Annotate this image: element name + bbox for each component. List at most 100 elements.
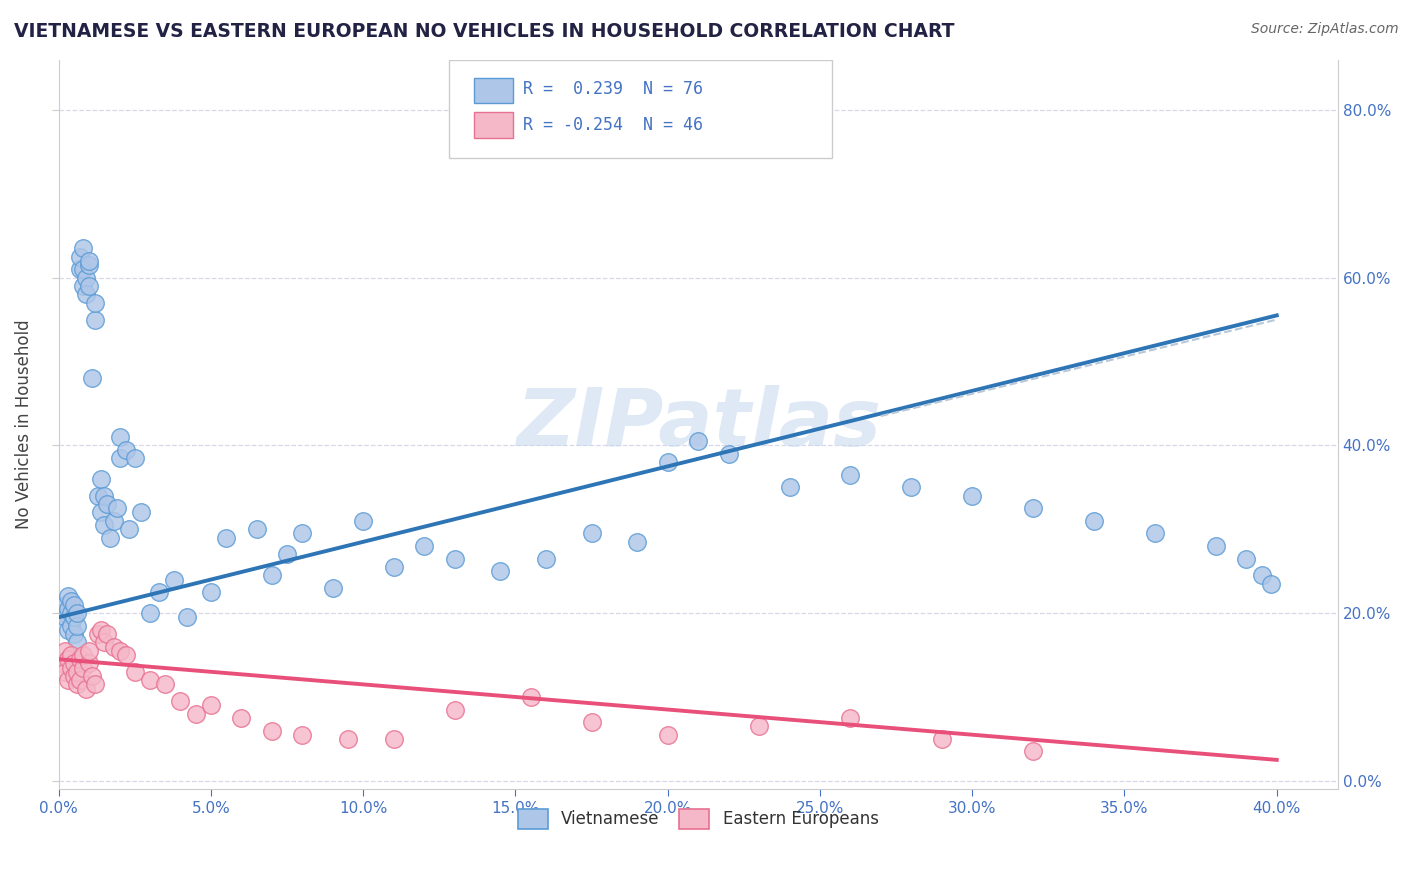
Point bbox=[100, 531, 122, 545]
Point bbox=[72, 262, 94, 277]
Point bbox=[960, 489, 983, 503]
Point bbox=[53, 644, 76, 658]
Point bbox=[322, 581, 344, 595]
Point bbox=[1143, 526, 1166, 541]
Point bbox=[84, 295, 107, 310]
Point bbox=[51, 606, 73, 620]
Point bbox=[59, 606, 82, 620]
Point bbox=[1083, 514, 1105, 528]
Y-axis label: No Vehicles in Household: No Vehicles in Household bbox=[15, 319, 32, 529]
Point bbox=[56, 673, 79, 688]
Point bbox=[169, 694, 191, 708]
Point bbox=[63, 598, 86, 612]
Point bbox=[53, 610, 76, 624]
Point bbox=[96, 627, 118, 641]
Point bbox=[63, 657, 86, 671]
Point bbox=[118, 522, 141, 536]
Point bbox=[657, 728, 679, 742]
Point bbox=[93, 635, 115, 649]
FancyBboxPatch shape bbox=[474, 78, 513, 103]
Point bbox=[931, 731, 953, 746]
Point bbox=[200, 585, 222, 599]
Point bbox=[519, 690, 541, 704]
Point bbox=[105, 501, 128, 516]
Point bbox=[56, 602, 79, 616]
Point bbox=[59, 593, 82, 607]
Point bbox=[155, 677, 177, 691]
Point bbox=[108, 644, 131, 658]
Point bbox=[77, 644, 100, 658]
Point bbox=[77, 253, 100, 268]
Point bbox=[148, 585, 170, 599]
Point bbox=[66, 635, 89, 649]
Point bbox=[291, 526, 314, 541]
Point bbox=[839, 711, 862, 725]
Point bbox=[59, 660, 82, 674]
Point bbox=[1250, 568, 1272, 582]
Point bbox=[90, 623, 112, 637]
Point bbox=[93, 518, 115, 533]
Point bbox=[626, 534, 648, 549]
Point bbox=[66, 665, 89, 679]
Point bbox=[93, 489, 115, 503]
Point bbox=[581, 526, 603, 541]
Point bbox=[90, 472, 112, 486]
Point bbox=[77, 279, 100, 293]
Point bbox=[72, 279, 94, 293]
Point bbox=[69, 652, 91, 666]
Point bbox=[63, 669, 86, 683]
Point bbox=[176, 610, 198, 624]
Point bbox=[96, 497, 118, 511]
Point bbox=[87, 489, 110, 503]
Point bbox=[77, 258, 100, 272]
Point bbox=[139, 606, 162, 620]
Point bbox=[1205, 539, 1227, 553]
Point bbox=[69, 673, 91, 688]
Point bbox=[66, 618, 89, 632]
Point bbox=[56, 623, 79, 637]
Point bbox=[84, 677, 107, 691]
Point bbox=[124, 665, 146, 679]
Point bbox=[382, 731, 405, 746]
Point bbox=[534, 551, 557, 566]
Point bbox=[139, 673, 162, 688]
Point bbox=[69, 250, 91, 264]
Point bbox=[260, 723, 283, 738]
Point bbox=[900, 480, 922, 494]
Point bbox=[75, 287, 97, 301]
Text: Source: ZipAtlas.com: Source: ZipAtlas.com bbox=[1251, 22, 1399, 37]
FancyBboxPatch shape bbox=[474, 112, 513, 137]
Point bbox=[1022, 501, 1045, 516]
Point bbox=[75, 270, 97, 285]
Point bbox=[124, 450, 146, 465]
Point bbox=[72, 241, 94, 255]
Point bbox=[291, 728, 314, 742]
Point bbox=[717, 447, 740, 461]
Point bbox=[129, 506, 152, 520]
Point bbox=[1234, 551, 1257, 566]
Point bbox=[215, 531, 238, 545]
Point bbox=[443, 702, 465, 716]
Point bbox=[839, 467, 862, 482]
Point bbox=[82, 669, 104, 683]
Point bbox=[114, 442, 136, 457]
FancyBboxPatch shape bbox=[449, 60, 832, 158]
Point bbox=[66, 606, 89, 620]
Point bbox=[108, 450, 131, 465]
Point bbox=[53, 665, 76, 679]
Point bbox=[56, 652, 79, 666]
Text: R =  0.239  N = 76: R = 0.239 N = 76 bbox=[523, 79, 703, 98]
Point bbox=[82, 371, 104, 385]
Point bbox=[163, 573, 186, 587]
Point bbox=[413, 539, 436, 553]
Text: VIETNAMESE VS EASTERN EUROPEAN NO VEHICLES IN HOUSEHOLD CORRELATION CHART: VIETNAMESE VS EASTERN EUROPEAN NO VEHICL… bbox=[14, 22, 955, 41]
Point bbox=[103, 514, 125, 528]
Point bbox=[246, 522, 269, 536]
Point bbox=[56, 590, 79, 604]
Point bbox=[75, 681, 97, 696]
Point bbox=[657, 455, 679, 469]
Point bbox=[382, 560, 405, 574]
Point bbox=[77, 657, 100, 671]
Point bbox=[1260, 576, 1282, 591]
Point bbox=[63, 610, 86, 624]
